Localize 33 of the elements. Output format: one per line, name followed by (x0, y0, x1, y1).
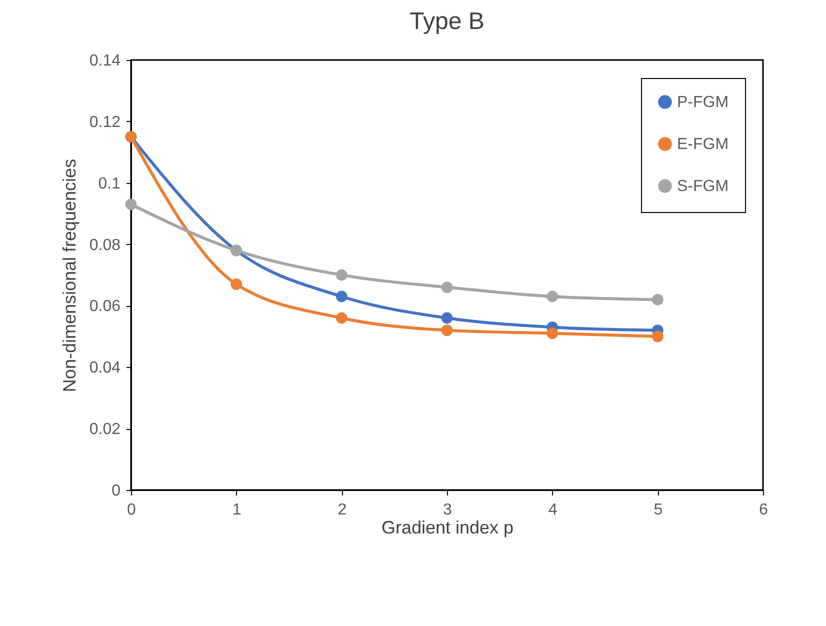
point (652, 294, 664, 306)
point (336, 269, 348, 281)
x-axis-title: Gradient index p (381, 518, 514, 538)
y-tick-label: 0 (112, 482, 121, 500)
x-tick-label: 4 (548, 502, 558, 518)
point (546, 328, 558, 340)
y-tick-label: 0.02 (89, 421, 121, 438)
point (546, 290, 558, 302)
chart-title: Type B (410, 8, 484, 35)
y-tick-label: 0.14 (89, 52, 121, 70)
point (652, 330, 664, 342)
x-tick-label: 3 (443, 502, 452, 518)
x-tick-label: 1 (232, 502, 242, 518)
x-tick-label: 0 (127, 502, 136, 518)
point (336, 290, 348, 302)
legend-label: E-FGM (677, 136, 729, 153)
point (441, 324, 453, 336)
x-tick-label: 6 (759, 502, 768, 518)
point (441, 312, 453, 324)
y-tick-label: 0.1 (98, 175, 121, 192)
y-tick-label: 0.06 (89, 298, 121, 316)
legend-label: S-FGM (677, 178, 729, 195)
y-tick-label: 0.12 (89, 114, 121, 131)
point (336, 312, 348, 324)
y-tick-label: 0.04 (89, 360, 121, 377)
point (441, 282, 453, 293)
point (230, 278, 242, 290)
y-tick-label: 0.08 (89, 236, 121, 254)
y-axis-title: Non-dimensional frequencies (59, 158, 80, 392)
legend-label: P-FGM (677, 94, 729, 111)
x-tick-label: 5 (654, 502, 663, 518)
point (125, 198, 137, 210)
x-tick-label: 2 (338, 502, 347, 518)
